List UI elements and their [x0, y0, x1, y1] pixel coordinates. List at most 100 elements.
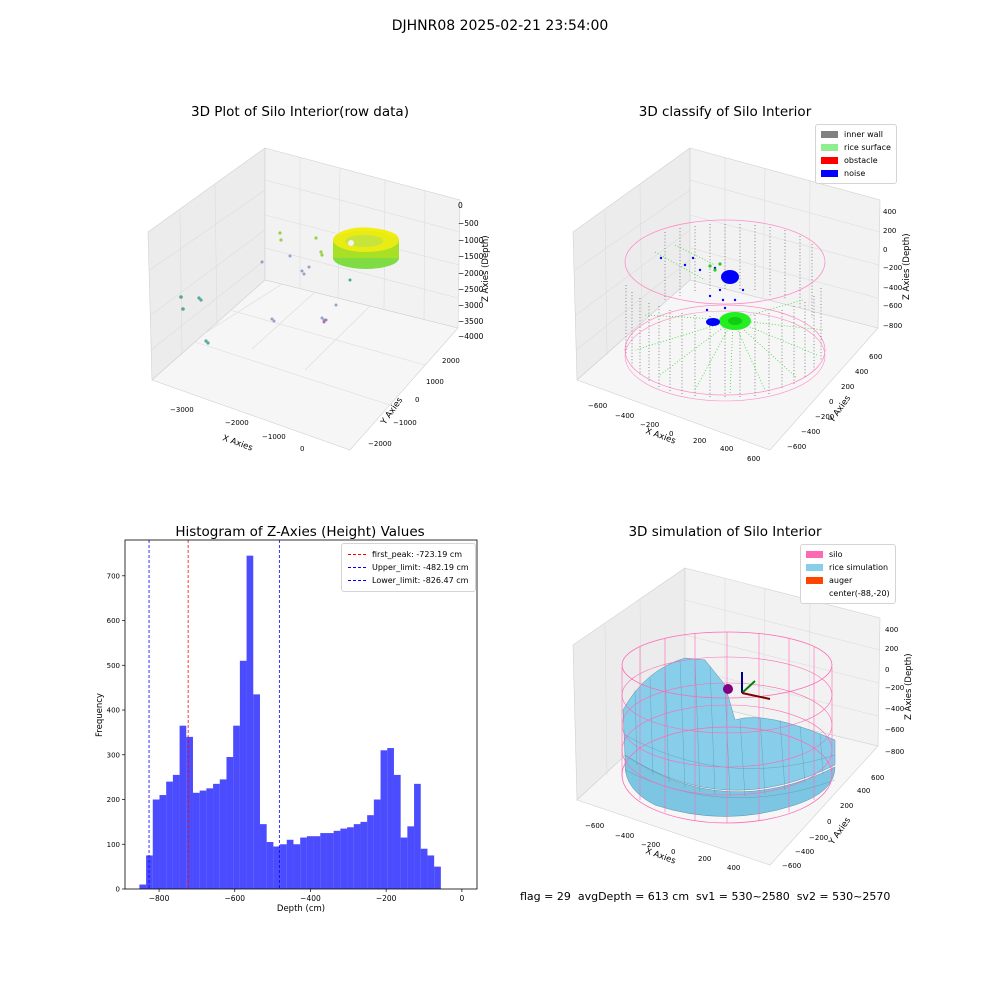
- histogram-bar: [380, 750, 388, 889]
- histogram-bar: [320, 833, 327, 889]
- histogram-bar: [233, 725, 240, 889]
- svg-text:600: 600: [871, 774, 884, 782]
- svg-text:0: 0: [671, 848, 675, 856]
- histogram-bar: [199, 790, 207, 889]
- legend-item: noise: [821, 167, 891, 180]
- svg-text:−600: −600: [883, 302, 902, 310]
- plot-frame: [124, 539, 478, 890]
- histogram-bar: [414, 783, 421, 889]
- svg-text:−500: −500: [458, 219, 479, 228]
- svg-text:−200: −200: [815, 413, 834, 421]
- histogram-bar: [226, 757, 234, 889]
- svg-text:−1500: −1500: [458, 252, 484, 261]
- legend-swatch: [806, 577, 823, 584]
- legend-item: inner wall: [821, 128, 891, 141]
- svg-text:−600: −600: [885, 726, 904, 734]
- svg-text:−1000: −1000: [262, 433, 286, 441]
- status-footer: flag = 29 avgDepth = 613 cm sv1 = 530~25…: [520, 890, 891, 903]
- panel3-title: Histogram of Z-Axies (Height) Values: [175, 524, 425, 540]
- legend-swatch: [821, 157, 838, 164]
- svg-text:−3500: −3500: [458, 317, 484, 326]
- y-tick-label: 0: [116, 886, 120, 894]
- x-axis-label: Depth (cm): [277, 904, 325, 914]
- histogram-bar: [139, 884, 147, 889]
- svg-text:−1000: −1000: [458, 236, 484, 245]
- svg-text:400: 400: [883, 208, 896, 216]
- svg-text:400: 400: [855, 368, 868, 376]
- legend-item: Lower_limit: -826.47 cm: [348, 574, 469, 587]
- panel2-3d-axes: 400 200 0 −200 −400 −600 −800 −600 −400 …: [572, 147, 912, 463]
- svg-text:200: 200: [885, 645, 898, 653]
- panel1-title: 3D Plot of Silo Interior(row data): [191, 104, 409, 120]
- y-tick-label: 100: [107, 841, 120, 849]
- histogram-bar: [213, 783, 220, 889]
- histogram-bar: [400, 837, 408, 889]
- legend-label: silo: [829, 550, 843, 559]
- histogram-bar: [407, 826, 415, 889]
- histogram-bar: [353, 824, 361, 889]
- legend-label: auger: [829, 576, 853, 585]
- svg-text:2000: 2000: [442, 357, 460, 365]
- svg-text:400: 400: [857, 787, 870, 795]
- histogram-bar: [166, 781, 173, 889]
- svg-text:−400: −400: [615, 412, 634, 420]
- svg-text:0: 0: [885, 666, 889, 674]
- x-tick-label: 0: [459, 894, 464, 903]
- legend-label: first_peak: -723.19 cm: [372, 550, 463, 559]
- panel2-legend: inner wall rice surface obstacle noise: [815, 124, 897, 184]
- histogram-bar: [293, 844, 301, 889]
- svg-text:−600: −600: [787, 443, 806, 451]
- histogram-bar: [206, 788, 214, 889]
- svg-text:−200: −200: [885, 684, 904, 692]
- svg-text:0: 0: [300, 445, 304, 453]
- panel2-title: 3D classify of Silo Interior: [638, 104, 812, 120]
- legend-line: [348, 567, 366, 568]
- svg-text:−400: −400: [795, 848, 814, 856]
- legend-label: Upper_limit: -482.19 cm: [372, 563, 469, 572]
- legend-label: noise: [844, 169, 866, 178]
- histogram-bar: [373, 799, 381, 889]
- legend-label: rice surface: [844, 143, 891, 152]
- svg-text:200: 200: [883, 227, 896, 235]
- panel4-3d-axes: 400 200 0 −200 −400 −600 −800 −600 −400 …: [572, 567, 914, 872]
- svg-text:0: 0: [669, 430, 673, 438]
- histogram-bar: [434, 866, 441, 889]
- legend-item: rice surface: [821, 141, 891, 154]
- histogram-bar: [313, 836, 321, 889]
- svg-text:−3000: −3000: [458, 301, 484, 310]
- y-tick-label: 400: [107, 707, 120, 715]
- histogram-bar: [259, 824, 267, 889]
- x-tick-label: −400: [300, 894, 321, 903]
- panel4-title: 3D simulation of Silo Interior: [628, 524, 822, 540]
- legend-label: obstacle: [844, 156, 878, 165]
- svg-text:0: 0: [415, 396, 419, 404]
- svg-text:−2000: −2000: [225, 419, 249, 427]
- x-tick-label: −200: [376, 894, 397, 903]
- legend-item: center(-88,-20): [806, 587, 890, 600]
- legend-swatch: [821, 170, 838, 177]
- histogram-bar: [300, 837, 307, 889]
- histogram-bar: [333, 830, 341, 889]
- svg-text:0: 0: [458, 201, 463, 210]
- svg-text:X Axies: X Axies: [221, 433, 254, 453]
- histogram-bar: [253, 694, 260, 889]
- legend-item: silo: [806, 548, 890, 561]
- legend-swatch: [821, 131, 838, 138]
- histogram-bar: [186, 736, 193, 889]
- svg-text:0: 0: [827, 818, 831, 826]
- svg-text:−2500: −2500: [458, 285, 484, 294]
- y-tick-label: 700: [107, 572, 120, 580]
- x-tick-label: −800: [149, 894, 170, 903]
- histogram-bar: [192, 792, 200, 889]
- svg-text:200: 200: [841, 383, 854, 391]
- legend-swatch: [806, 564, 823, 571]
- histogram-bar: [347, 827, 354, 889]
- svg-text:−200: −200: [641, 841, 660, 849]
- histogram-bar: [387, 748, 394, 889]
- histogram-bar: [420, 848, 428, 889]
- figure-title: DJHNR08 2025-02-21 23:54:00: [391, 18, 609, 34]
- histogram-bar: [172, 774, 180, 889]
- svg-text:Z Axies (Depth): Z Axies (Depth): [904, 653, 914, 720]
- svg-text:−2000: −2000: [458, 269, 484, 278]
- svg-text:−4000: −4000: [458, 332, 484, 341]
